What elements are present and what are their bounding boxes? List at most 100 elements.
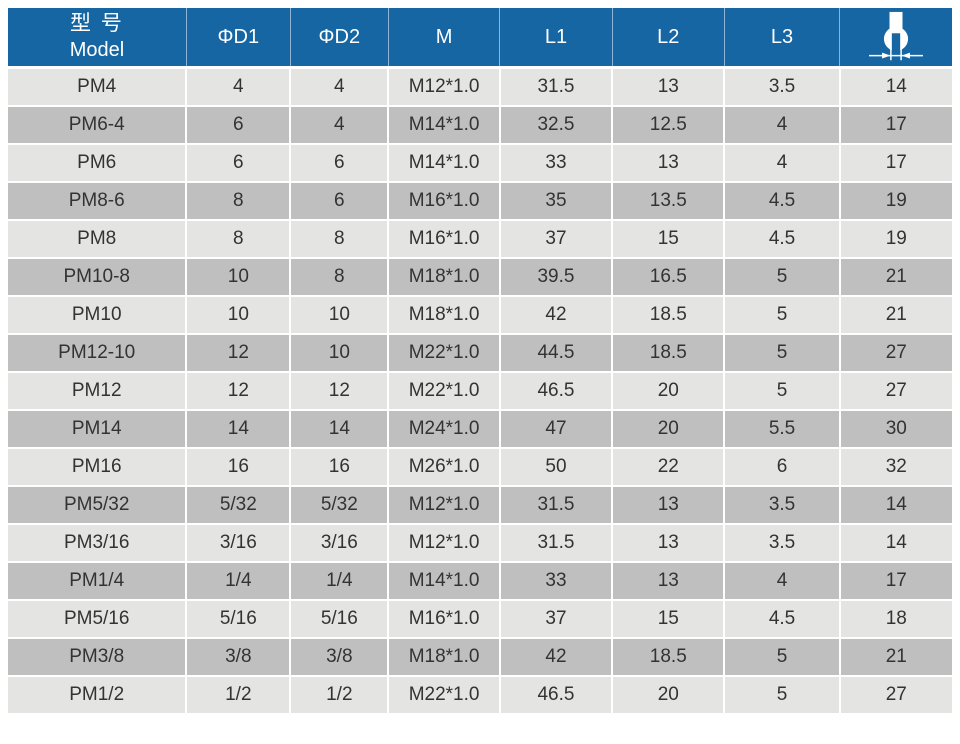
- cell-l3: 5: [723, 675, 841, 715]
- cell-thread-m: M12*1.0: [387, 66, 501, 107]
- cell-wrench-size: 27: [838, 333, 952, 373]
- cell-l1: 39.5: [498, 257, 614, 297]
- table-row: PM4 4 4 M12*1.0 31.5 13 3.5 14: [8, 66, 952, 107]
- header-model-label: 型 号 Model: [8, 11, 186, 62]
- cell-d1: 12: [185, 371, 292, 411]
- cell-thread-m: M16*1.0: [387, 181, 501, 221]
- cell-model: PM14: [8, 409, 188, 449]
- header-l2: L2: [611, 8, 725, 69]
- cell-d2: 1/2: [289, 675, 390, 715]
- cell-l1: 46.5: [498, 371, 614, 411]
- cell-l2: 22: [611, 447, 726, 487]
- cell-l3: 4: [723, 561, 841, 601]
- cell-wrench-size: 19: [838, 219, 952, 259]
- cell-l1: 31.5: [498, 485, 614, 525]
- cell-l2: 13: [611, 66, 726, 107]
- table-row: PM10 10 10 M18*1.0 42 18.5 5 21: [8, 295, 952, 335]
- table-row: PM8 8 8 M16*1.0 37 15 4.5 19: [8, 219, 952, 259]
- header-d2: ΦD2: [289, 8, 389, 69]
- spec-table: 型 号 Model ΦD1 ΦD2 M L1 L2 L3: [8, 8, 952, 715]
- wrench-spanner-size-icon: [840, 8, 952, 66]
- cell-model: PM3/16: [8, 523, 188, 563]
- cell-l3: 5: [723, 637, 841, 677]
- cell-thread-m: M14*1.0: [387, 143, 501, 183]
- cell-thread-m: M18*1.0: [387, 295, 501, 335]
- cell-l3: 3.5: [723, 523, 841, 563]
- cell-wrench-size: 21: [838, 295, 952, 335]
- table-row: PM3/16 3/16 3/16 M12*1.0 31.5 13 3.5 14: [8, 523, 952, 563]
- table-row: PM8-6 8 6 M16*1.0 35 13.5 4.5 19: [8, 181, 952, 221]
- cell-thread-m: M14*1.0: [387, 561, 501, 601]
- cell-d2: 3/16: [289, 523, 390, 563]
- cell-model: PM6: [8, 143, 188, 183]
- cell-d1: 4: [185, 66, 292, 107]
- cell-model: PM1/4: [8, 561, 188, 601]
- cell-model: PM12-10: [8, 333, 188, 373]
- cell-l2: 16.5: [611, 257, 726, 297]
- cell-d1: 5/32: [185, 485, 292, 525]
- cell-d2: 14: [289, 409, 390, 449]
- cell-thread-m: M12*1.0: [387, 523, 501, 563]
- cell-l3: 5.5: [723, 409, 841, 449]
- cell-l1: 37: [498, 219, 614, 259]
- cell-d1: 1/4: [185, 561, 292, 601]
- cell-l1: 47: [498, 409, 614, 449]
- cell-l3: 6: [723, 447, 841, 487]
- cell-wrench-size: 17: [838, 143, 952, 183]
- cell-model: PM10-8: [8, 257, 188, 297]
- table-row: PM12 12 12 M22*1.0 46.5 20 5 27: [8, 371, 952, 411]
- cell-thread-m: M12*1.0: [387, 485, 501, 525]
- cell-d1: 5/16: [185, 599, 292, 639]
- cell-l3: 4: [723, 143, 841, 183]
- cell-l2: 20: [611, 409, 726, 449]
- table-header: 型 号 Model ΦD1 ΦD2 M L1 L2 L3: [8, 8, 952, 69]
- header-d1: ΦD1: [185, 8, 291, 69]
- cell-l3: 5: [723, 257, 841, 297]
- table-row: PM6 6 6 M14*1.0 33 13 4 17: [8, 143, 952, 183]
- cell-l1: 33: [498, 143, 614, 183]
- table-row: PM16 16 16 M26*1.0 50 22 6 32: [8, 447, 952, 487]
- cell-model: PM3/8: [8, 637, 188, 677]
- cell-wrench-size: 32: [838, 447, 952, 487]
- cell-wrench-size: 14: [838, 523, 952, 563]
- cell-d2: 8: [289, 219, 390, 259]
- cell-wrench-size: 27: [838, 371, 952, 411]
- cell-model: PM5/16: [8, 599, 188, 639]
- cell-l1: 33: [498, 561, 614, 601]
- cell-l1: 37: [498, 599, 614, 639]
- cell-thread-m: M18*1.0: [387, 257, 501, 297]
- cell-d2: 16: [289, 447, 390, 487]
- cell-model: PM6-4: [8, 105, 188, 145]
- cell-model: PM16: [8, 447, 188, 487]
- table-body: PM4 4 4 M12*1.0 31.5 13 3.5 14 PM6-4 6 4 M14*1.0 32.…: [8, 66, 952, 715]
- table-row: PM5/16 5/16 5/16 M16*1.0 37 15 4.5 18: [8, 599, 952, 639]
- cell-l3: 4.5: [723, 599, 841, 639]
- cell-l1: 46.5: [498, 675, 614, 715]
- cell-d2: 6: [289, 181, 390, 221]
- cell-wrench-size: 18: [838, 599, 952, 639]
- cell-d1: 8: [185, 181, 292, 221]
- cell-d1: 10: [185, 257, 292, 297]
- cell-l1: 44.5: [498, 333, 614, 373]
- cell-l2: 15: [611, 219, 726, 259]
- cell-d2: 10: [289, 295, 390, 335]
- cell-l3: 5: [723, 295, 841, 335]
- cell-d2: 8: [289, 257, 390, 297]
- cell-thread-m: M14*1.0: [387, 105, 501, 145]
- cell-l3: 5: [723, 333, 841, 373]
- cell-l3: 4.5: [723, 219, 841, 259]
- cell-l2: 20: [611, 371, 726, 411]
- header-l3: L3: [723, 8, 840, 69]
- cell-d2: 6: [289, 143, 390, 183]
- cell-thread-m: M22*1.0: [387, 675, 501, 715]
- cell-wrench-size: 21: [838, 637, 952, 677]
- table-row: PM1/4 1/4 1/4 M14*1.0 33 13 4 17: [8, 561, 952, 601]
- cell-wrench-size: 30: [838, 409, 952, 449]
- cell-d2: 1/4: [289, 561, 390, 601]
- cell-l1: 42: [498, 637, 614, 677]
- cell-thread-m: M22*1.0: [387, 333, 501, 373]
- cell-d2: 12: [289, 371, 390, 411]
- header-model-cn: 型 号: [70, 12, 124, 36]
- cell-d2: 4: [289, 105, 390, 145]
